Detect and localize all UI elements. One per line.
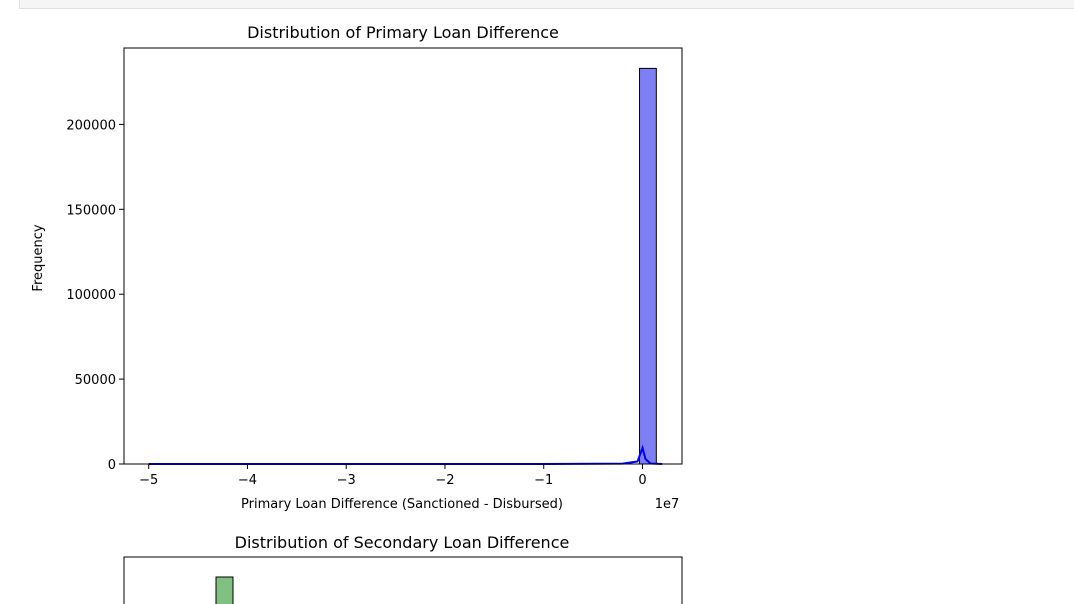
y-tick-label: 150000 — [66, 203, 116, 218]
x-axis-label: Primary Loan Difference (Sanctioned - Di… — [241, 497, 563, 512]
histogram-bar-2 — [215, 576, 234, 604]
histogram-bar — [639, 67, 657, 465]
kde-line — [148, 444, 663, 465]
x-tick-label: −1 — [534, 473, 553, 488]
x-tick-label: 0 — [638, 473, 646, 488]
y-tick-label: 100000 — [66, 288, 116, 303]
y-tick-label: 200000 — [66, 118, 116, 133]
plot-frame — [123, 47, 683, 465]
chart-title: Distribution of Primary Loan Difference — [247, 23, 559, 42]
plot-frame-2 — [123, 556, 683, 604]
x-axis-ticks: −5 −4 −3 −2 −1 0 — [139, 464, 647, 488]
x-tick-label: −5 — [139, 473, 158, 488]
x-axis-offset-label: 1e7 — [655, 497, 680, 512]
y-axis-label: Frequency — [31, 224, 46, 291]
x-tick-label: −2 — [435, 473, 454, 488]
y-tick-label: 50000 — [75, 373, 116, 388]
chart-title-2: Distribution of Secondary Loan Differenc… — [235, 533, 570, 552]
notebook-cell-edge — [19, 0, 1074, 9]
y-tick-label: 0 — [108, 458, 116, 473]
x-tick-label: −4 — [238, 473, 257, 488]
y-axis-ticks: 0 50000 100000 150000 200000 — [66, 118, 124, 473]
histogram-bars — [639, 67, 657, 465]
x-tick-label: −3 — [337, 473, 356, 488]
